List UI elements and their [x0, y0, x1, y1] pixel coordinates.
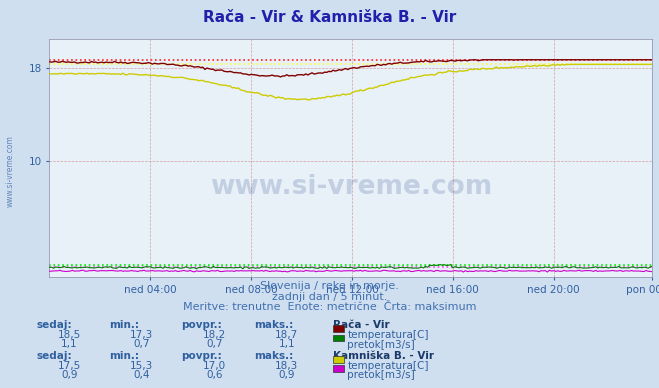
Text: Meritve: trenutne  Enote: metrične  Črta: maksimum: Meritve: trenutne Enote: metrične Črta: …: [183, 302, 476, 312]
Text: temperatura[C]: temperatura[C]: [347, 330, 429, 340]
Text: 0,7: 0,7: [206, 340, 223, 350]
Text: 0,9: 0,9: [61, 370, 78, 380]
Text: 18,2: 18,2: [202, 330, 226, 340]
Text: 17,0: 17,0: [202, 361, 226, 371]
Text: Rača - Vir & Kamniška B. - Vir: Rača - Vir & Kamniška B. - Vir: [203, 10, 456, 25]
Text: 0,4: 0,4: [133, 370, 150, 380]
Text: Slovenija / reke in morje.: Slovenija / reke in morje.: [260, 281, 399, 291]
Text: pretok[m3/s]: pretok[m3/s]: [347, 340, 415, 350]
Text: temperatura[C]: temperatura[C]: [347, 361, 429, 371]
Text: pretok[m3/s]: pretok[m3/s]: [347, 370, 415, 380]
Text: 18,5: 18,5: [57, 330, 81, 340]
Text: 1,1: 1,1: [278, 340, 295, 350]
Text: sedaj:: sedaj:: [36, 320, 72, 330]
Text: 18,7: 18,7: [275, 330, 299, 340]
Text: Kamniška B. - Vir: Kamniška B. - Vir: [333, 351, 434, 361]
Text: www.si-vreme.com: www.si-vreme.com: [5, 135, 14, 207]
Text: maks.:: maks.:: [254, 320, 293, 330]
Text: 17,3: 17,3: [130, 330, 154, 340]
Text: 0,9: 0,9: [278, 370, 295, 380]
Text: povpr.:: povpr.:: [181, 351, 222, 361]
Text: min.:: min.:: [109, 320, 139, 330]
Text: www.si-vreme.com: www.si-vreme.com: [210, 174, 492, 200]
Text: 0,6: 0,6: [206, 370, 223, 380]
Text: 17,5: 17,5: [57, 361, 81, 371]
Text: maks.:: maks.:: [254, 351, 293, 361]
Text: min.:: min.:: [109, 351, 139, 361]
Text: 0,7: 0,7: [133, 340, 150, 350]
Text: povpr.:: povpr.:: [181, 320, 222, 330]
Text: zadnji dan / 5 minut.: zadnji dan / 5 minut.: [272, 292, 387, 302]
Text: sedaj:: sedaj:: [36, 351, 72, 361]
Text: Rača - Vir: Rača - Vir: [333, 320, 389, 330]
Text: 18,3: 18,3: [275, 361, 299, 371]
Text: 1,1: 1,1: [61, 340, 78, 350]
Text: 15,3: 15,3: [130, 361, 154, 371]
